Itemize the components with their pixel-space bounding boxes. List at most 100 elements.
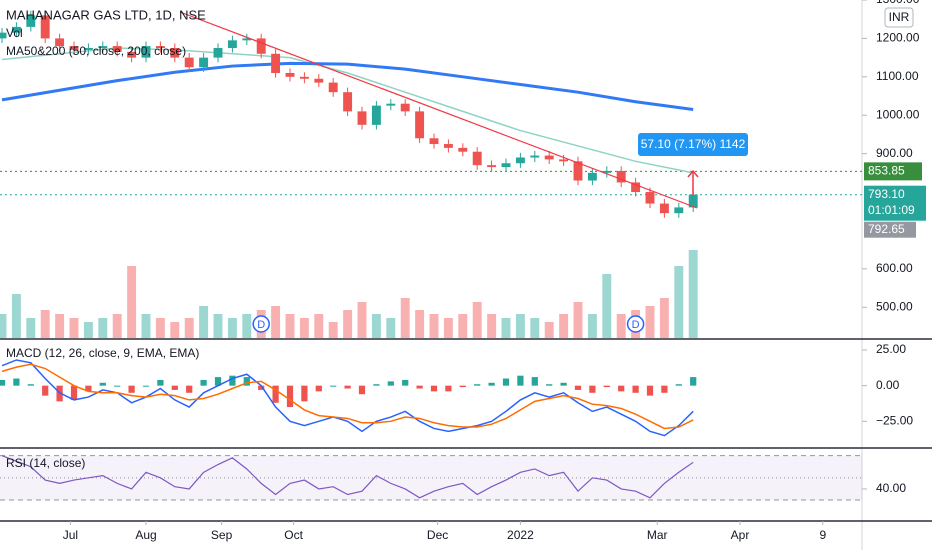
volume-bar [371, 314, 381, 338]
last-price-box [864, 185, 926, 221]
volume-bar [184, 318, 194, 338]
moving-average-line [1, 61, 694, 111]
rsi-line [1, 455, 694, 499]
volume-bar [69, 318, 79, 338]
volume-bar [443, 318, 453, 338]
volume-bar [530, 318, 540, 338]
candle-body [127, 51, 137, 58]
macd-histogram-bar [27, 384, 34, 386]
x-tick-label: Mar [647, 528, 668, 542]
macd-histogram-bar [416, 385, 423, 389]
candle-body [631, 182, 641, 193]
volume-bar [343, 310, 353, 338]
macd-histogram-bar [301, 385, 308, 402]
last-price-label: 793.10 [868, 187, 905, 201]
volume-bar [83, 322, 93, 338]
macd-histogram-bar [690, 377, 697, 386]
macd-histogram-bar [344, 385, 351, 389]
x-tick-label: Aug [135, 528, 156, 542]
candle-body [458, 147, 468, 152]
x-tick-label: Jul [63, 528, 78, 542]
volume-bar [472, 302, 482, 338]
volume-bar [285, 314, 295, 338]
x-tick-label: Oct [284, 528, 303, 542]
volume-bar [357, 302, 367, 338]
macd-histogram-bar [488, 382, 495, 386]
volume-bar [314, 314, 324, 338]
macd-histogram-bar [70, 385, 78, 400]
candle-body [487, 165, 497, 168]
macd-histogram-bar [286, 385, 294, 408]
candle-body [645, 192, 655, 204]
overlay-legend: MA50&200 (50, close, 200, close) [6, 44, 186, 58]
volume-bar [227, 318, 237, 338]
candle-body [242, 38, 252, 41]
candle-body [256, 38, 266, 54]
currency-box[interactable] [884, 7, 914, 28]
candle-body [602, 170, 612, 173]
candle-body [213, 48, 223, 58]
measure-arrowhead [687, 169, 699, 178]
candle-body [559, 159, 569, 162]
candle-body [0, 32, 7, 39]
volume-bar [458, 314, 468, 338]
candle-body [443, 144, 453, 148]
macd-histogram-bar [13, 378, 20, 386]
candle-body [184, 57, 194, 68]
macd-histogram-bar [574, 385, 582, 390]
dividend-label: D [257, 319, 265, 331]
y-tick-label: 0.00 [876, 378, 900, 392]
candle-body [415, 111, 425, 139]
currency-label: INR [889, 10, 910, 24]
candle-body [400, 103, 410, 112]
macd-histogram-bar [546, 384, 553, 386]
macd-histogram-bar [646, 385, 654, 396]
macd-histogram-bar [128, 385, 135, 393]
candle-body [544, 155, 554, 160]
volume-bar [26, 318, 36, 338]
macd-histogram-bar [258, 385, 265, 390]
candle-body [472, 151, 482, 166]
y-tick-label: 40.00 [876, 481, 906, 495]
prev-price-box [864, 221, 916, 238]
volume-bar [242, 314, 252, 338]
macd-histogram-bar [603, 385, 610, 388]
candle-body [616, 170, 626, 183]
candle-body [141, 46, 151, 58]
volume-bar [429, 314, 439, 338]
candle-body [83, 48, 93, 50]
dividend-label: D [632, 319, 640, 331]
macd-histogram-bar [200, 379, 207, 386]
candle-body [155, 46, 165, 49]
macd-histogram-bar [85, 385, 92, 392]
macd-histogram-bar [114, 385, 121, 387]
macd-histogram-bar [186, 385, 193, 393]
candle-body [357, 111, 367, 125]
candle-body [674, 207, 684, 214]
volume-bar [415, 310, 425, 338]
candle-body [170, 48, 180, 58]
volume-bar [501, 318, 511, 338]
macd-histogram-bar [402, 379, 409, 386]
macd-histogram-bar [387, 381, 394, 386]
macd-histogram-bar [171, 385, 178, 390]
macd-histogram-bar [229, 375, 236, 386]
candle-body [314, 78, 324, 83]
macd-histogram-bar [243, 377, 250, 386]
y-tick-label: 600.00 [876, 261, 913, 275]
volume-bar [141, 314, 151, 338]
volume-bar [213, 314, 223, 338]
candle-body [55, 38, 65, 47]
volume-bar [328, 322, 338, 338]
candle-body [573, 161, 583, 181]
y-tick-label: 1200.00 [876, 31, 920, 45]
candle-body [285, 72, 295, 77]
measure-box [638, 133, 748, 156]
countdown-label: 01:01:09 [868, 203, 915, 217]
macd-legend: MACD (12, 26, close, 9, EMA, EMA) [6, 346, 199, 360]
candle-body [271, 53, 281, 73]
macd-histogram-bar [0, 379, 6, 386]
x-tick-label: Sep [211, 528, 233, 542]
macd-histogram-bar [632, 385, 639, 393]
